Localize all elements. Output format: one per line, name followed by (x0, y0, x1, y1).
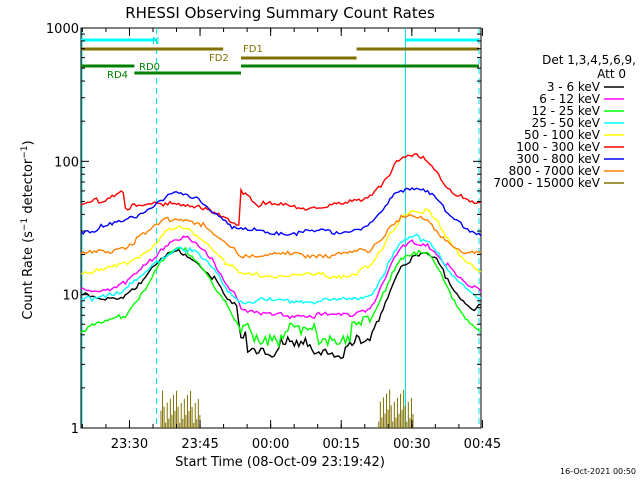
x-tick-label: 00:15 (323, 437, 360, 452)
detectors-label: Det 1,3,4,5,6,9, (542, 53, 636, 67)
y-tick-label: 100 (54, 155, 79, 170)
y-tick-label: 10 (62, 289, 79, 304)
legend-label: 50 - 100 keV (524, 128, 601, 142)
series-line (80, 246, 481, 349)
series-line (80, 208, 482, 280)
series-lines (80, 153, 482, 428)
y-tick-label: 1 (71, 422, 79, 437)
y-tick-label: 1000 (46, 22, 79, 37)
y-axis-label: Count Rate (s−1 detector−1) (20, 140, 36, 319)
series-line (80, 153, 482, 227)
series-line (80, 213, 482, 259)
legend-label: 3 - 6 keV (547, 80, 601, 94)
series-line (80, 186, 482, 237)
legend-label: 25 - 50 keV (532, 116, 601, 130)
x-tick-label: 00:30 (393, 437, 430, 452)
state-bar-label: FD1 (243, 44, 263, 55)
series-line (80, 235, 482, 320)
chart-title: RHESSI Observing Summary Count Rates (125, 4, 435, 22)
x-axis-ticks: 23:30 23:45 00:00 00:15 00:30 00:45 (81, 28, 501, 452)
x-tick-label: 00:45 (464, 437, 501, 452)
legend-label: 100 - 300 keV (516, 140, 600, 154)
state-bar-label: N (152, 36, 159, 47)
timestamp: 16-Oct-2021 00:50 (560, 467, 636, 476)
series-line (80, 233, 482, 305)
plot-frame (80, 27, 482, 429)
series-line (80, 248, 482, 360)
plot-area: N FD1 FD2 RD0 RD4 1 10 100 1000 23:30 23:45 00:00… (46, 22, 501, 452)
legend-label: 7000 - 15000 keV (493, 176, 600, 190)
state-bar-label: RD0 (139, 62, 160, 73)
legend-label: 300 - 800 keV (516, 152, 600, 166)
legend-label: 800 - 7000 keV (509, 164, 601, 178)
y-axis-ticks: 1 10 100 1000 (46, 22, 481, 437)
attenuator-label: Att 0 (597, 67, 626, 81)
x-tick-label: 23:30 (111, 437, 148, 452)
orbit-markers (81, 28, 480, 428)
state-bar-label: RD4 (107, 70, 128, 81)
x-tick-label: 00:00 (252, 437, 289, 452)
x-tick-label: 23:45 (181, 437, 218, 452)
legend-label: 6 - 12 keV (539, 92, 601, 106)
state-bar-label: FD2 (209, 53, 229, 64)
state-bars: N FD1 FD2 RD0 RD4 (81, 36, 479, 81)
legend-label: 12 - 25 keV (532, 104, 601, 118)
x-axis-label: Start Time (08-Oct-09 23:19:42) (175, 455, 385, 470)
